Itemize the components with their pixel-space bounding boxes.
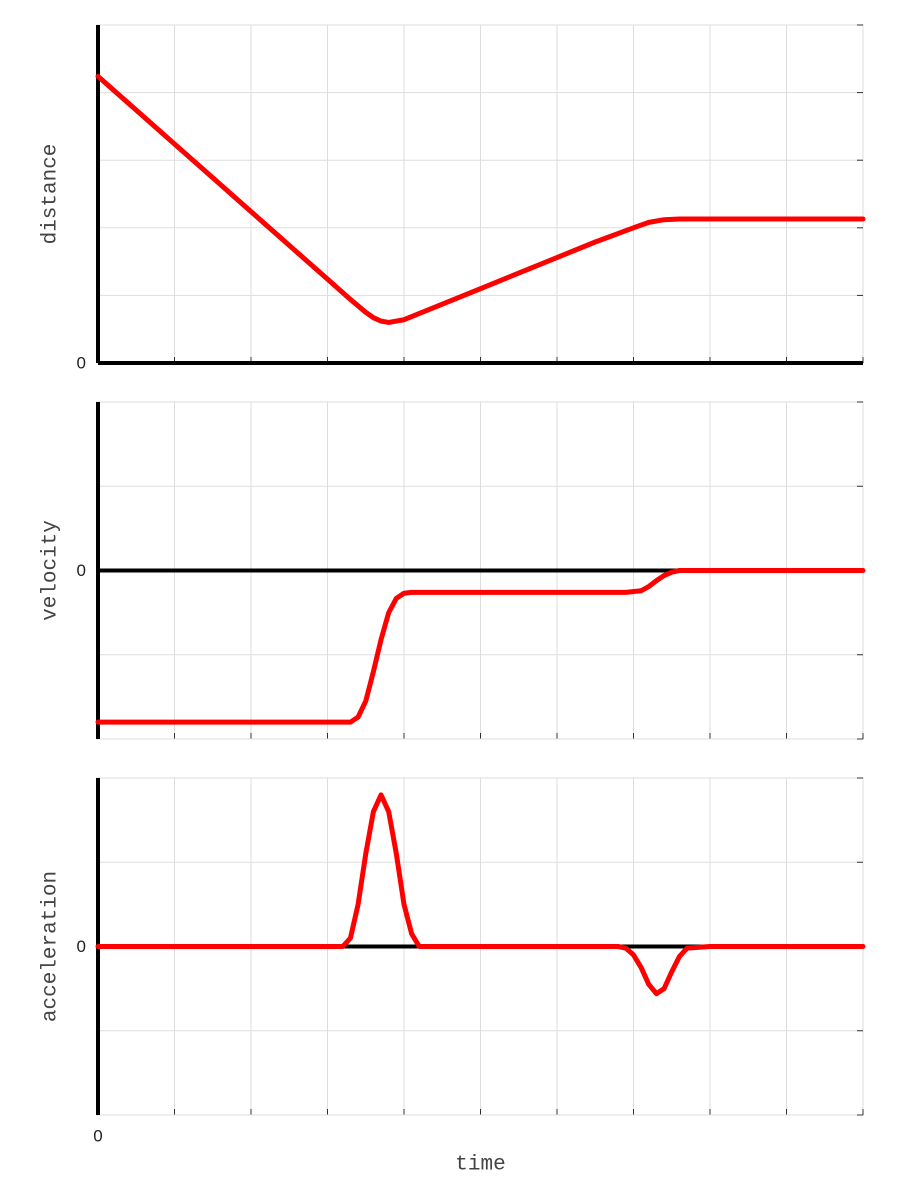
data-line xyxy=(95,792,866,997)
y-axis-label: distance xyxy=(40,144,63,245)
y-axis-label: acceleration xyxy=(40,871,63,1022)
data-line xyxy=(95,568,866,725)
y-tick-label: 0 xyxy=(77,561,86,580)
y-tick-label: 0 xyxy=(77,937,86,956)
y-axis-label: velocity xyxy=(40,520,63,621)
x-tick-label: 0 xyxy=(93,1126,102,1145)
y-tick-label: 0 xyxy=(77,353,86,372)
x-axis-label: time xyxy=(455,1154,505,1177)
data-line xyxy=(95,73,866,325)
